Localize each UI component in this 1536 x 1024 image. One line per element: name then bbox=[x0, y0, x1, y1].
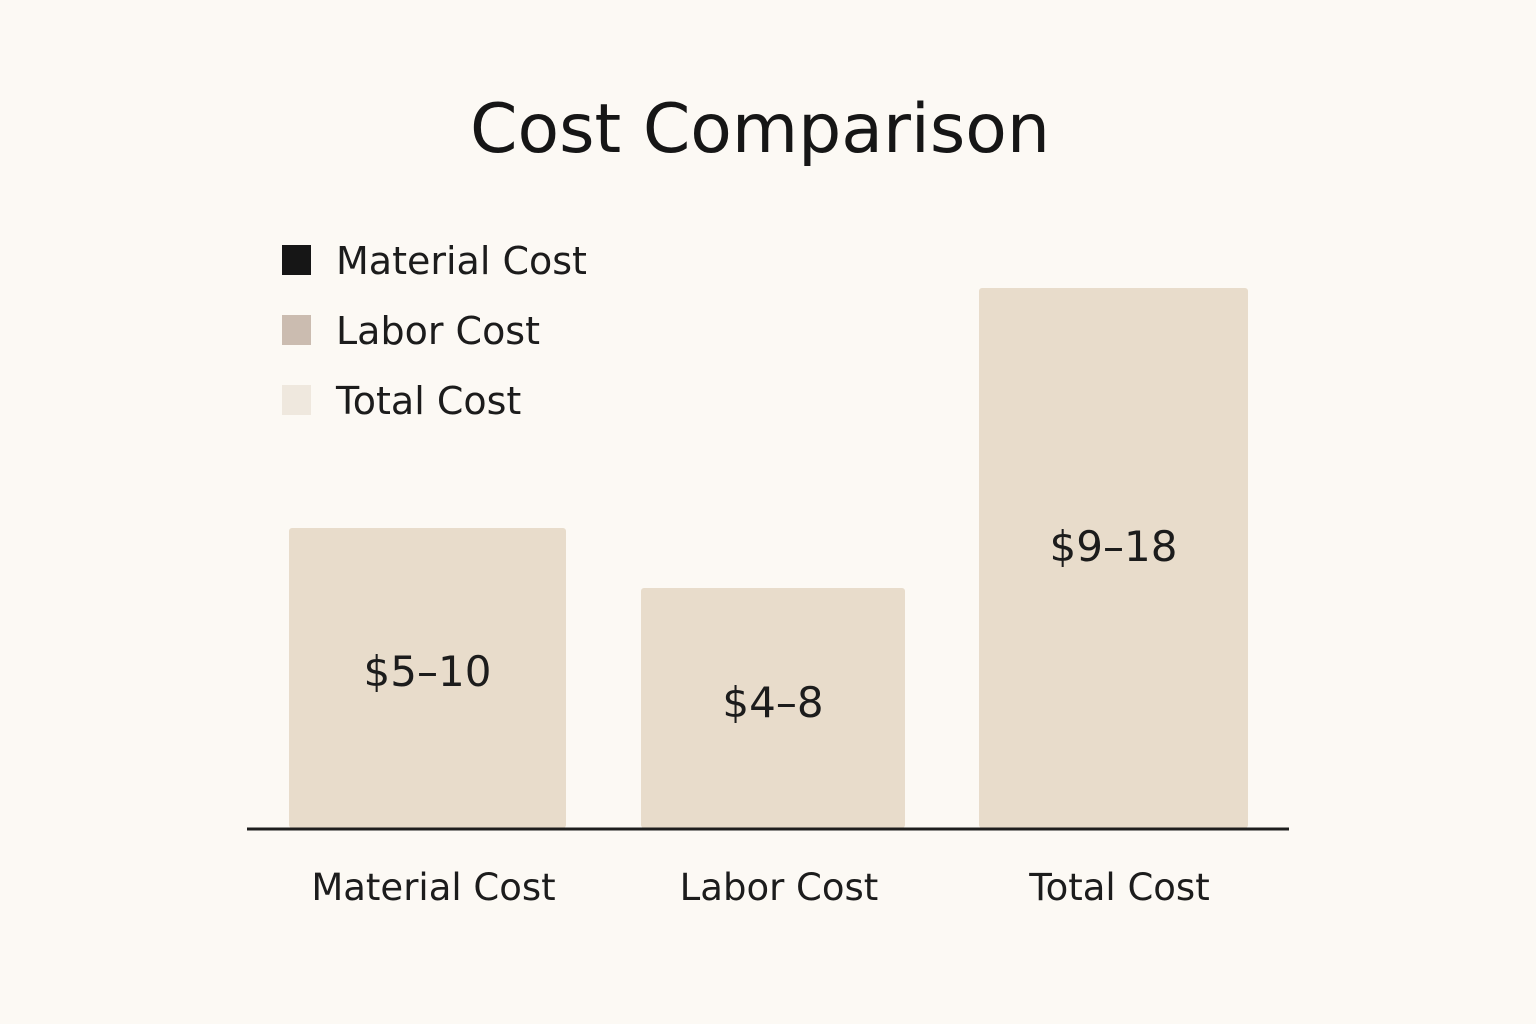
bar-value-label-total-cost: $9–18 bbox=[1050, 522, 1178, 571]
legend-swatch-material-cost bbox=[282, 245, 311, 275]
bar-value-label-labor-cost: $4–8 bbox=[722, 678, 823, 727]
legend-label-labor-cost: Labor Cost bbox=[336, 309, 540, 353]
bar-total-cost bbox=[979, 288, 1248, 828]
x-tick-labels: Material Cost Labor Cost Total Cost bbox=[311, 866, 1209, 909]
legend: Material Cost Labor Cost Total Cost bbox=[282, 239, 587, 423]
bars-group bbox=[289, 288, 1248, 828]
legend-label-material-cost: Material Cost bbox=[336, 239, 587, 283]
legend-swatch-labor-cost bbox=[282, 315, 311, 345]
x-tick-label-labor-cost: Labor Cost bbox=[680, 866, 879, 909]
bar-labor-cost bbox=[641, 588, 905, 828]
legend-swatch-total-cost bbox=[282, 385, 311, 415]
x-tick-label-material-cost: Material Cost bbox=[311, 866, 555, 909]
bar-material-cost bbox=[289, 528, 566, 828]
bar-labels-group: $5–10 $4–8 $9–18 bbox=[364, 522, 1178, 727]
legend-label-total-cost: Total Cost bbox=[335, 379, 521, 423]
bar-value-label-material-cost: $5–10 bbox=[364, 647, 492, 696]
x-tick-label-total-cost: Total Cost bbox=[1028, 866, 1209, 909]
chart-title: Cost Comparison bbox=[470, 90, 1050, 169]
